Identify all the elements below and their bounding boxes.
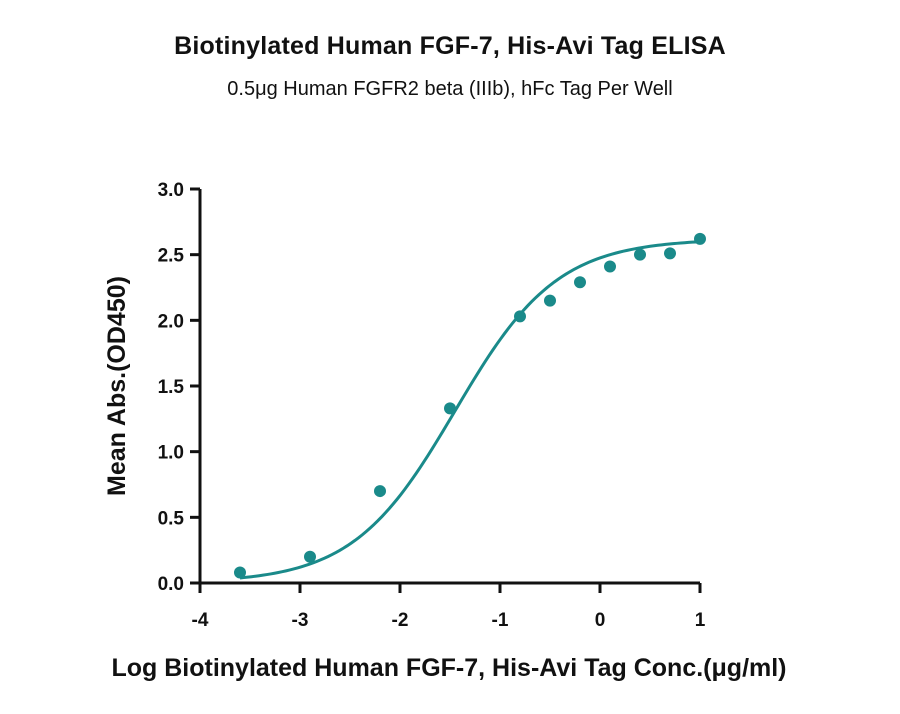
y-tick-label: 0.5 bbox=[158, 508, 185, 529]
data-point bbox=[574, 276, 586, 289]
data-point bbox=[374, 485, 386, 498]
y-tick-label: 1.5 bbox=[158, 377, 185, 398]
fit-curve-group bbox=[239, 240, 701, 580]
data-point bbox=[304, 550, 316, 563]
x-axis-title: Log Biotinylated Human FGF-7, His-Avi Ta… bbox=[111, 654, 786, 682]
x-tick-label: -4 bbox=[192, 610, 209, 631]
data-point bbox=[634, 248, 646, 261]
x-tick-label: -3 bbox=[292, 610, 309, 631]
chart-title: Biotinylated Human FGF-7, His-Avi Tag EL… bbox=[174, 32, 726, 60]
data-point bbox=[514, 310, 526, 323]
y-tick-label: 1.0 bbox=[158, 443, 184, 464]
y-tick-label: 2.0 bbox=[158, 311, 184, 332]
chart-subtitle: 0.5μg Human FGFR2 beta (IIIb), hFc Tag P… bbox=[227, 78, 673, 100]
x-tick-label: -2 bbox=[392, 610, 409, 631]
data-point bbox=[694, 232, 706, 245]
data-point bbox=[444, 402, 456, 415]
data-point bbox=[604, 260, 616, 273]
x-tick-label: -1 bbox=[492, 610, 509, 631]
fit-curve bbox=[239, 240, 701, 580]
data-points bbox=[234, 232, 706, 579]
y-axis-title: Mean Abs.(OD450) bbox=[103, 276, 131, 496]
ticks: 0.0 0.5 1.0 1.5 2.0 2.5 3.0 -4 -3 -2 -1 0 1 bbox=[158, 180, 706, 631]
y-tick-label: 3.0 bbox=[158, 180, 184, 201]
y-tick-label: 2.5 bbox=[158, 246, 185, 267]
data-point bbox=[544, 294, 556, 307]
x-tick-label: 0 bbox=[595, 610, 606, 631]
data-point bbox=[234, 566, 246, 579]
x-tick-label: 1 bbox=[695, 610, 706, 631]
data-point bbox=[664, 247, 676, 260]
axes bbox=[198, 189, 700, 585]
y-tick-label: 0.0 bbox=[158, 574, 184, 595]
